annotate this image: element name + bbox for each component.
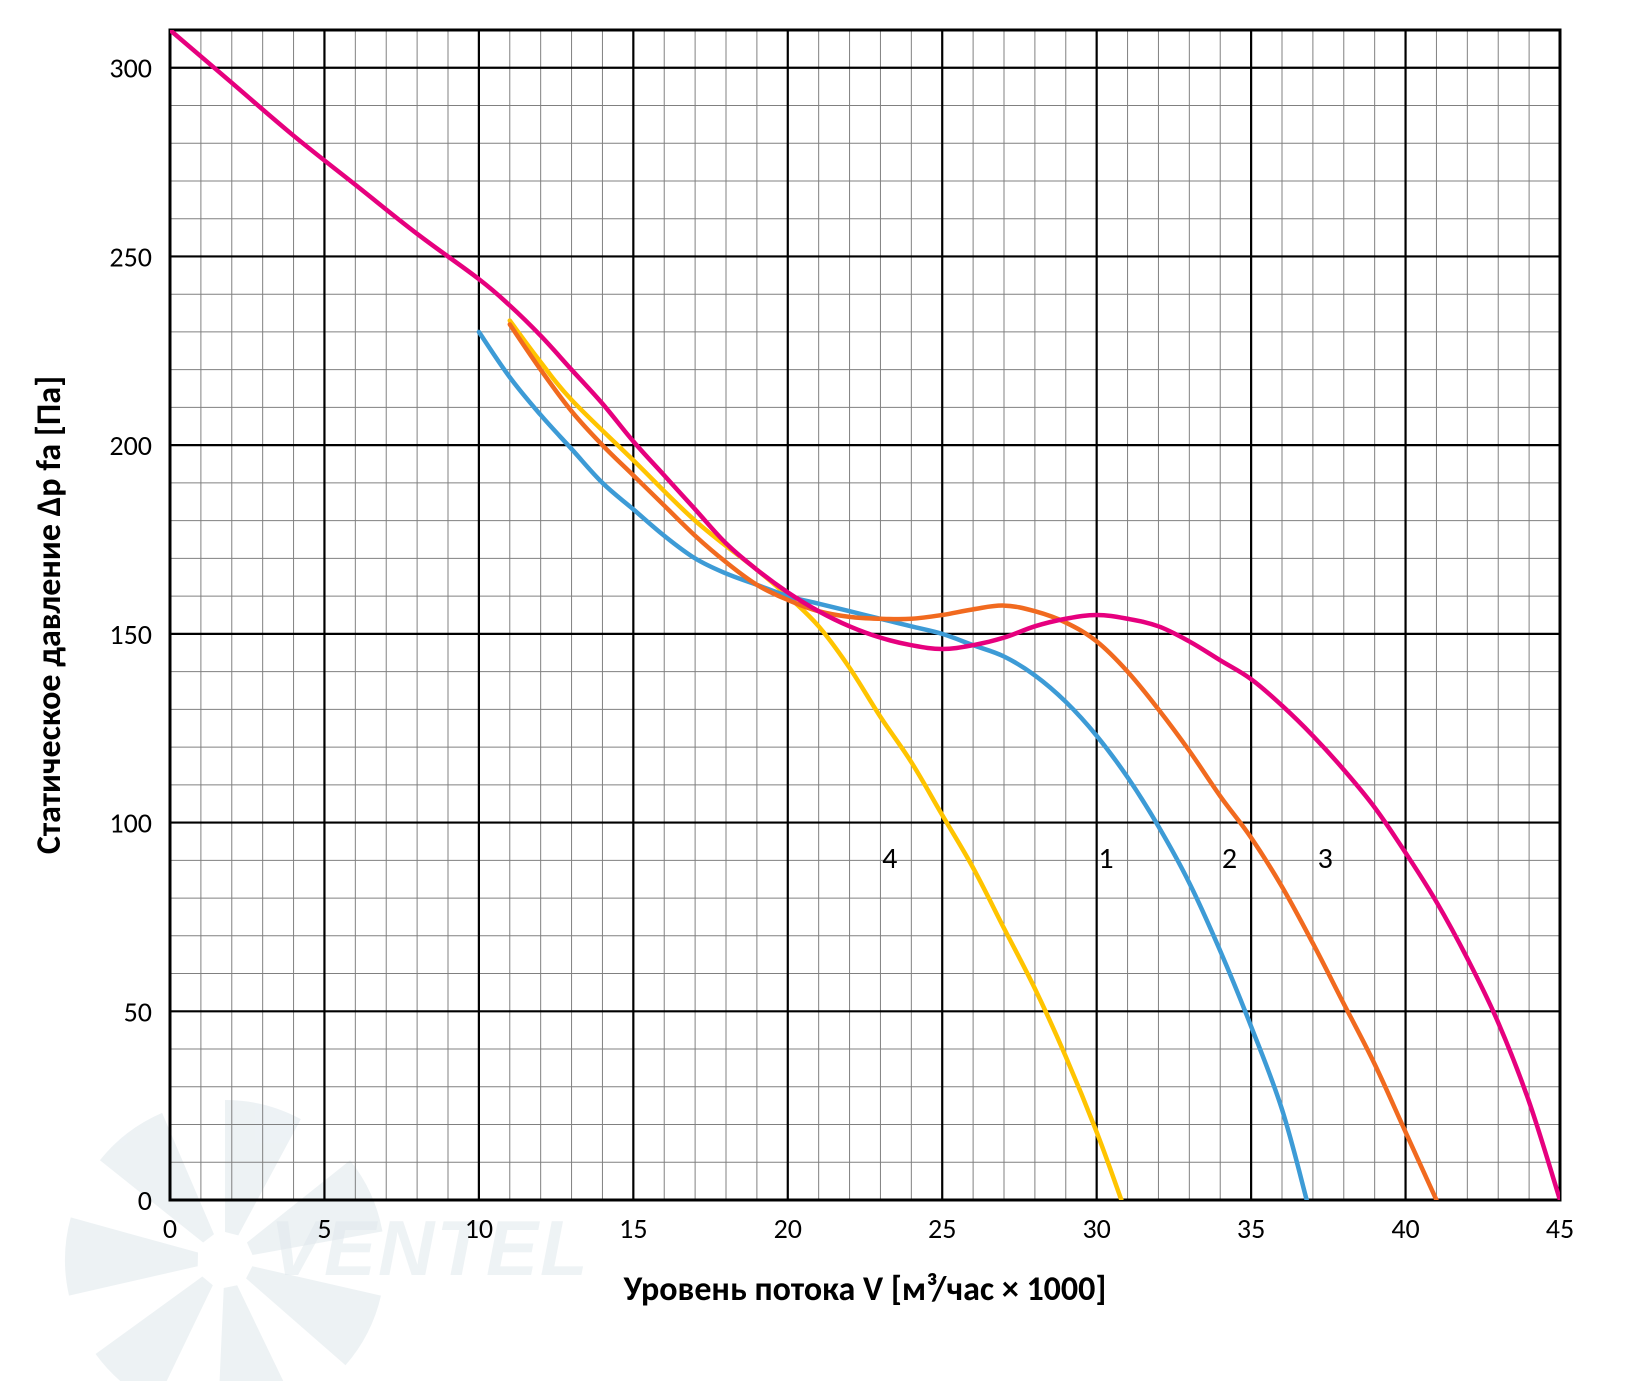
x-axis-label: Уровень потока V [м³/час × 1000] — [623, 1269, 1107, 1310]
curve-label-1: 1 — [1098, 840, 1113, 877]
y-tick-label: 250 — [109, 239, 152, 274]
curve-label-2: 2 — [1222, 840, 1237, 877]
y-tick-label: 150 — [109, 617, 152, 652]
y-tick-label: 0 — [138, 1183, 152, 1218]
y-tick-label: 200 — [109, 428, 152, 463]
x-tick-label: 25 — [928, 1211, 956, 1246]
x-tick-label: 10 — [465, 1211, 493, 1246]
x-tick-label: 0 — [163, 1211, 177, 1246]
x-tick-label: 35 — [1237, 1211, 1265, 1246]
y-axis-label: Статическое давление Δp fa [Па] — [29, 376, 70, 854]
curve-4 — [510, 321, 1122, 1200]
tick-labels: 0 5 10 15 20 25 30 35 40 45 0 50 100 150 200 250 300 — [109, 51, 1574, 1246]
x-tick-label: 30 — [1082, 1211, 1110, 1246]
x-tick-label: 15 — [619, 1211, 647, 1246]
x-tick-label: 45 — [1546, 1211, 1574, 1246]
x-tick-label: 20 — [774, 1211, 802, 1246]
y-tick-label: 50 — [124, 994, 152, 1029]
x-tick-label: 40 — [1391, 1211, 1419, 1246]
curve-label-4: 4 — [882, 840, 897, 877]
curves — [170, 30, 1560, 1200]
y-tick-label: 300 — [109, 51, 152, 86]
x-tick-label: 5 — [317, 1211, 331, 1246]
curve-label-3: 3 — [1318, 840, 1333, 877]
fan-curve-chart: VENTEL4123051015202530354045050100150200… — [0, 0, 1635, 1381]
curve-1 — [479, 332, 1307, 1200]
y-tick-label: 100 — [109, 806, 152, 841]
